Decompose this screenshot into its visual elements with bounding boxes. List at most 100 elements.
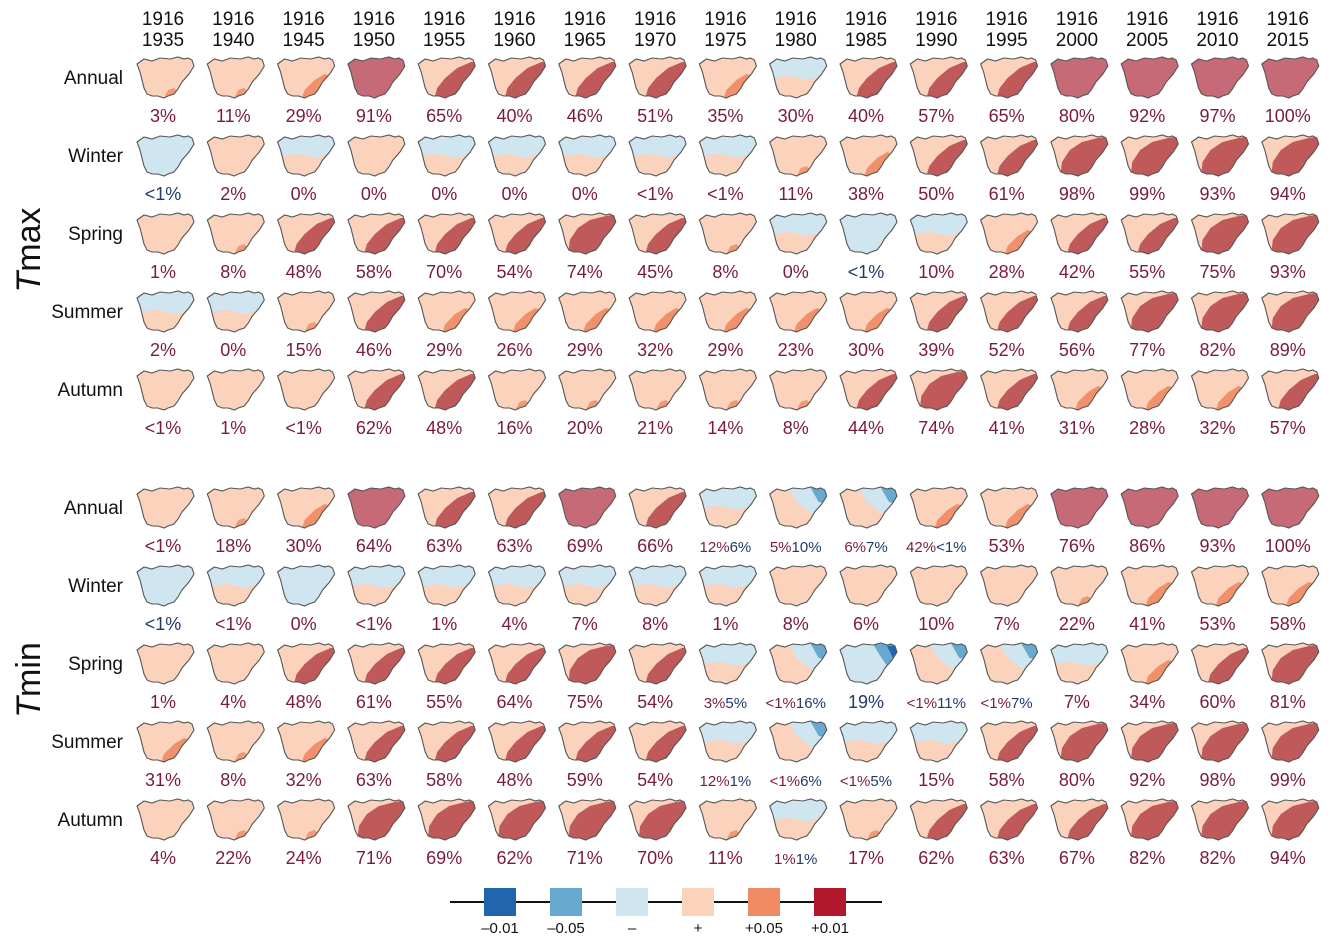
map-trend-fill bbox=[488, 291, 546, 332]
map-cell: 48% bbox=[417, 368, 476, 438]
iberia-map bbox=[769, 290, 828, 333]
iberia-map bbox=[769, 642, 828, 685]
percent-value: 80% bbox=[1059, 106, 1095, 126]
percent-label: 10% bbox=[918, 614, 954, 634]
column-end-year: 1965 bbox=[564, 30, 606, 51]
percent-label: 63% bbox=[989, 848, 1025, 868]
map-cell: 91% bbox=[347, 56, 406, 126]
iberia-map bbox=[909, 134, 968, 177]
percent-value: 93% bbox=[1270, 262, 1306, 282]
map-outline bbox=[1261, 56, 1320, 99]
percent-label: 69% bbox=[426, 848, 462, 868]
map-outline bbox=[206, 212, 265, 255]
map-outline bbox=[276, 720, 336, 763]
map-trend-fill bbox=[207, 799, 265, 840]
map-trend-fill bbox=[699, 721, 757, 762]
map-outline bbox=[628, 368, 687, 411]
percent-value: 64% bbox=[356, 536, 392, 556]
percent-label: 20% bbox=[567, 418, 603, 438]
iberia-map bbox=[487, 290, 547, 333]
percent-label: 30% bbox=[848, 340, 884, 360]
map-outline bbox=[1050, 564, 1109, 607]
percent-label: 82% bbox=[1199, 848, 1235, 868]
map-trend-fill bbox=[488, 487, 546, 528]
percent-value: 82% bbox=[1199, 848, 1235, 868]
iberia-map bbox=[417, 56, 476, 99]
map-cell: 46% bbox=[347, 290, 406, 360]
iberia-map bbox=[698, 212, 758, 255]
map-cell: 59% bbox=[558, 720, 617, 790]
iberia-map bbox=[1190, 56, 1250, 99]
map-trend-fill bbox=[840, 721, 897, 762]
percent-label: 94% bbox=[1270, 848, 1306, 868]
iberia-map bbox=[136, 720, 195, 763]
map-cell: 42% bbox=[1050, 212, 1109, 282]
map-cell: 8% bbox=[698, 212, 758, 282]
iberia-map bbox=[1120, 486, 1179, 529]
percent-label: 31% bbox=[1059, 418, 1095, 438]
iberia-map bbox=[487, 368, 547, 411]
percent-label: 8% bbox=[220, 770, 246, 790]
map-cell: 21% bbox=[628, 368, 687, 438]
map-outline bbox=[417, 368, 476, 411]
percent-label: 82% bbox=[1199, 340, 1235, 360]
map-trend-fill bbox=[629, 213, 687, 254]
season-label: Annual bbox=[64, 498, 123, 519]
map-outline bbox=[698, 720, 758, 763]
column-start-year: 1916 bbox=[142, 9, 184, 30]
map-trend-fill bbox=[137, 135, 194, 176]
percent-value: 42% bbox=[906, 539, 936, 556]
map-trend-fill bbox=[137, 291, 194, 332]
iberia-map bbox=[1261, 212, 1320, 255]
map-cell: <1% bbox=[628, 134, 687, 204]
map-cell: 55% bbox=[1120, 212, 1179, 282]
percent-value: 28% bbox=[989, 262, 1025, 282]
percent-label: 62% bbox=[918, 848, 954, 868]
map-trend-fill bbox=[910, 57, 968, 98]
map-trend-fill bbox=[840, 57, 897, 98]
iberia-map bbox=[769, 798, 828, 841]
map-trend-fill bbox=[277, 799, 335, 840]
map-outline bbox=[1120, 720, 1179, 763]
map-outline bbox=[839, 486, 898, 529]
map-cell: 63% bbox=[347, 720, 406, 790]
percent-value: 57% bbox=[1270, 418, 1306, 438]
percent-value: 8% bbox=[642, 614, 668, 634]
legend-label: – bbox=[628, 920, 637, 937]
map-trend-fill bbox=[1050, 799, 1108, 840]
percent-value: 38% bbox=[848, 184, 884, 204]
percent-value: 0% bbox=[572, 184, 598, 204]
map-cell: 17% bbox=[839, 798, 898, 868]
percent-label: 10% bbox=[918, 262, 954, 282]
map-trend-fill bbox=[1050, 565, 1108, 606]
map-cell: 93% bbox=[1261, 212, 1320, 282]
percent-label: 58% bbox=[356, 262, 392, 282]
map-outline bbox=[276, 212, 336, 255]
map-outline bbox=[558, 290, 617, 333]
percent-value: 2% bbox=[150, 340, 176, 360]
iberia-map bbox=[276, 56, 336, 99]
percent-label: 4% bbox=[501, 614, 527, 634]
map-outline bbox=[487, 368, 547, 411]
map-cell: 0% bbox=[769, 212, 828, 282]
percent-value: 99% bbox=[1129, 184, 1165, 204]
map-cell: 8% bbox=[769, 564, 828, 634]
iberia-map bbox=[136, 290, 195, 333]
map-cell: 0% bbox=[417, 134, 476, 204]
percent-value: 53% bbox=[989, 536, 1025, 556]
map-cell: 92% bbox=[1120, 720, 1179, 790]
percent-value: <1% bbox=[765, 695, 795, 712]
iberia-map bbox=[839, 642, 898, 685]
map-outline bbox=[487, 212, 547, 255]
map-trend-fill bbox=[769, 213, 827, 254]
iberia-map bbox=[276, 642, 336, 685]
map-trend-fill bbox=[1050, 369, 1108, 410]
map-cell: 74% bbox=[558, 212, 617, 282]
percent-value: 1% bbox=[774, 851, 796, 868]
map-trend-fill bbox=[910, 369, 968, 410]
percent-value: 41% bbox=[1129, 614, 1165, 634]
iberia-map bbox=[276, 486, 336, 529]
percent-label: 15% bbox=[918, 770, 954, 790]
variable-prefix: T bbox=[10, 695, 48, 718]
iberia-map bbox=[628, 720, 687, 763]
